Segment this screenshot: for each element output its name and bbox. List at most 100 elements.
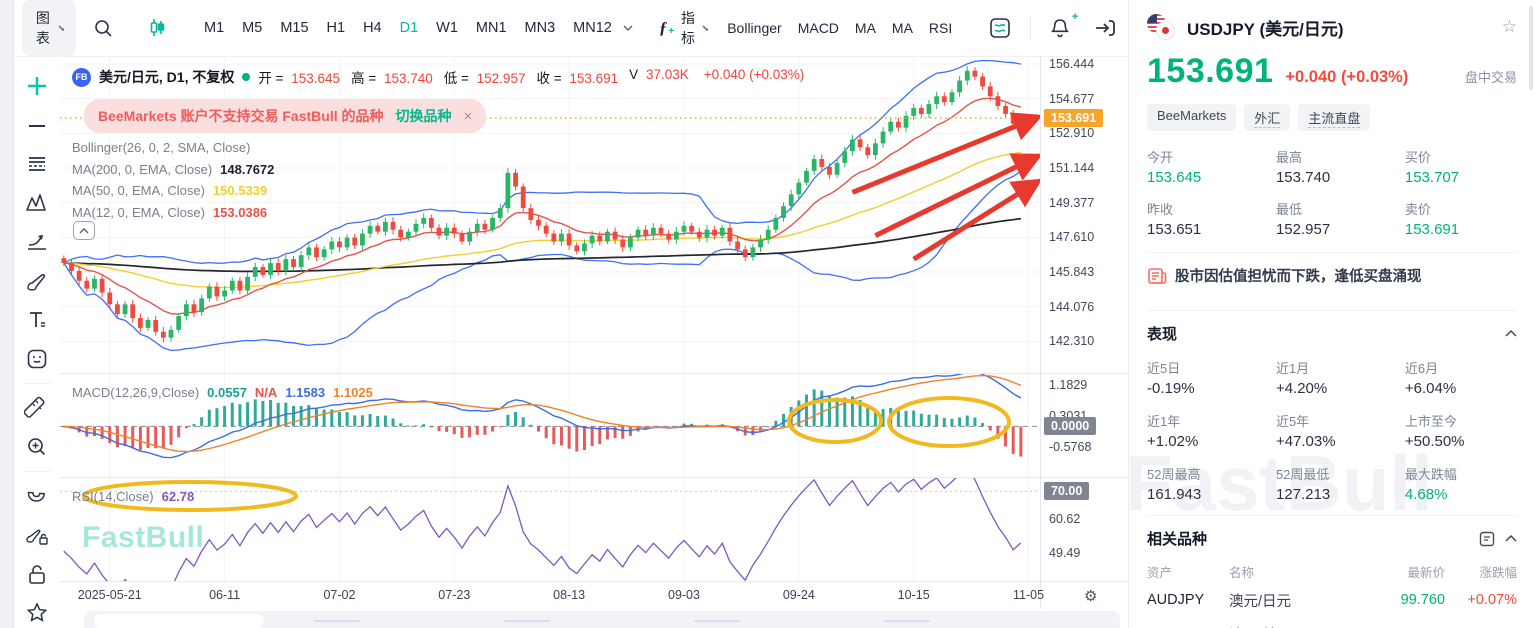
ohlc-item: 开 = 153.645: [258, 71, 341, 86]
forecast-tool-button[interactable]: [22, 227, 52, 257]
bell-icon: [1051, 19, 1070, 38]
performance-label: 52周最高: [1147, 467, 1201, 482]
news-row[interactable]: 股市因估值担忧而下跌，逢低买盘涌现: [1147, 252, 1517, 298]
pane-divider[interactable]: [60, 477, 1128, 478]
timeframe-m5[interactable]: M5: [235, 14, 269, 42]
lock-drawings-tool-button[interactable]: [22, 520, 52, 550]
rsi-pane[interactable]: [60, 478, 1040, 581]
price-axis[interactable]: 156.444 154.677 152.910 151.144 149.377 147.6…: [1040, 57, 1128, 609]
news-title[interactable]: 股市因估值担忧而下跌，逢低买盘涌现: [1175, 269, 1422, 285]
collapse-indicators-button[interactable]: [73, 221, 95, 240]
timeframe-mn12[interactable]: MN12: [566, 14, 619, 42]
indicator-legend-row[interactable]: MA(200, 0, EMA, Close) 148.7672: [72, 159, 274, 181]
timeframe-w1[interactable]: W1: [429, 14, 465, 42]
axis-tick-label: 147.610: [1049, 230, 1095, 245]
indicator-legend-row[interactable]: Bollinger(26, 0, 2, SMA, Close): [72, 137, 274, 159]
performance-label: 近1年: [1147, 414, 1181, 429]
close-icon[interactable]: ×: [463, 107, 473, 125]
text-tool-button[interactable]: [22, 305, 52, 335]
timeframe-m15[interactable]: M15: [273, 14, 315, 42]
candlestick-icon: [150, 19, 165, 36]
date-tick-label: 10-15: [897, 588, 930, 602]
timeframe-m1[interactable]: M1: [197, 14, 231, 42]
currency-pair-flags-icon: [1147, 14, 1177, 40]
multi-chart-layout-button[interactable]: [984, 12, 1016, 44]
curved-arrow-icon: [28, 235, 46, 250]
collapse-panel-button[interactable]: [1089, 13, 1121, 43]
rsi-legend[interactable]: RSI(14,Close) 62.78: [72, 489, 194, 504]
pattern-tool-button[interactable]: [22, 188, 52, 218]
timeframe-h1[interactable]: H1: [320, 14, 353, 42]
preview-item[interactable]: [504, 620, 550, 622]
chart-area[interactable]: FB 美元/日元, D1, 不复权 开 = 153.645 高 = 153.740…: [60, 57, 1128, 628]
chart-settings-gear-icon[interactable]: ⚙: [1084, 588, 1098, 605]
indicator-value: 150.5339: [212, 183, 268, 199]
indicator-legend-row[interactable]: MA(50, 0, EMA, Close) 150.5339: [72, 180, 274, 202]
timeframe-h4[interactable]: H4: [356, 14, 389, 42]
fastbull-watermark: FastBull: [1128, 439, 1433, 527]
scrollbar[interactable]: [1529, 6, 1533, 90]
alerts-button[interactable]: +: [1045, 11, 1078, 43]
chevron-up-icon[interactable]: [1505, 330, 1517, 337]
favorites-tool-button[interactable]: [22, 598, 52, 628]
zoom-in-tool-button[interactable]: [22, 432, 52, 462]
indicator-shortcut-rsi-4[interactable]: RSI: [923, 14, 958, 42]
timeframe-d1[interactable]: D1: [393, 14, 426, 42]
list-panel-icon[interactable]: [1479, 531, 1495, 547]
indicator-shortcut-macd-1[interactable]: MACD: [792, 14, 845, 42]
news-icon: [1148, 267, 1167, 284]
symbol-tag[interactable]: 主流直盘: [1298, 104, 1371, 131]
favorite-star-icon[interactable]: ☆: [1501, 17, 1517, 36]
time-axis[interactable]: 2025-05-21 06-11 07-02 07-23 08-13 09-03 09-24…: [60, 581, 1044, 609]
macd-legend[interactable]: MACD(12,26,9,Close) 0.0557 N/A 1.1583 1.1025: [72, 385, 373, 400]
preview-item[interactable]: [884, 620, 930, 622]
ohlc-item: 高 = 153.740: [351, 71, 433, 86]
preview-item[interactable]: [694, 620, 740, 622]
crosshair-tool-button[interactable]: [22, 71, 52, 101]
performance-value: +1.02%: [1147, 433, 1199, 450]
indicator-shortcut-ma-3[interactable]: MA: [886, 14, 919, 42]
indicator-legend-row[interactable]: MA(12, 0, EMA, Close) 153.0386: [72, 202, 274, 224]
ohlc-item: 低 = 152.957: [443, 71, 526, 86]
magnet-tool-button[interactable]: [22, 481, 52, 511]
preview-item[interactable]: [314, 620, 360, 622]
chevron-up-icon[interactable]: [1505, 535, 1517, 542]
symbol-title[interactable]: 美元/日元, D1, 不复权: [99, 69, 235, 85]
trend-line-tool-button[interactable]: [22, 110, 52, 140]
performance-header[interactable]: 表现: [1147, 310, 1517, 344]
smiley-icon: [27, 349, 47, 369]
symbol-tag[interactable]: 外汇: [1244, 104, 1291, 131]
chart-workspace: 图表 M1 M5 M15 H1 H4 D1 W1 MN1 MN3 MN12 ƒ + 指标 Bolli…: [14, 0, 1128, 628]
timeframe-mn1[interactable]: MN1: [469, 14, 514, 42]
related-header[interactable]: 相关品种: [1147, 515, 1517, 549]
timeframe-mn3[interactable]: MN3: [518, 14, 563, 42]
emoji-tool-button[interactable]: [22, 344, 52, 374]
symbol-detail-panel: FastBull USDJPY (美元/日元) ☆ 153.691 +0.040…: [1128, 0, 1535, 628]
indicator-shortcut-bollinger-0[interactable]: Bollinger: [721, 14, 787, 42]
symbol-name: USDJPY (美元/日元): [1187, 19, 1344, 39]
stat-cell: 卖价 153.691: [1405, 199, 1517, 238]
preview-active-chip[interactable]: [94, 614, 264, 628]
pane-divider[interactable]: [60, 373, 1128, 374]
measure-tool-button[interactable]: [22, 393, 52, 423]
related-row-audjpy[interactable]: AUDJPY 澳元/日元 99.760 +0.07%: [1147, 583, 1517, 617]
symbol-search-button[interactable]: [89, 14, 117, 42]
macd-pane[interactable]: [60, 374, 1040, 477]
fib-lines-tool-button[interactable]: [22, 149, 52, 179]
chart-menu-button[interactable]: 图表: [22, 0, 76, 56]
switch-symbol-link[interactable]: 切换品种: [395, 108, 452, 124]
performance-value: 4.68%: [1404, 486, 1448, 503]
bottom-preview-bar[interactable]: [60, 609, 1128, 628]
toolbar-right-icons: +: [984, 11, 1121, 44]
left-edge-strip: [0, 0, 14, 628]
brush-tool-button[interactable]: [22, 266, 52, 296]
indicator-shortcut-ma-2[interactable]: MA: [849, 14, 882, 42]
performance-value: +50.50%: [1404, 433, 1465, 450]
related-row-audusd[interactable]: AUDUSD澳元/美元0.64907+0.03%: [1147, 617, 1517, 628]
indicators-button[interactable]: ƒ + 指标: [659, 8, 709, 48]
lock-all-tool-button[interactable]: [22, 559, 52, 589]
symbol-tag[interactable]: BeeMarkets: [1147, 104, 1237, 131]
timeframes-expand-icon[interactable]: [623, 25, 633, 31]
axis-tick-label: 156.444: [1049, 56, 1095, 71]
chart-type-candles-button[interactable]: [143, 13, 171, 43]
